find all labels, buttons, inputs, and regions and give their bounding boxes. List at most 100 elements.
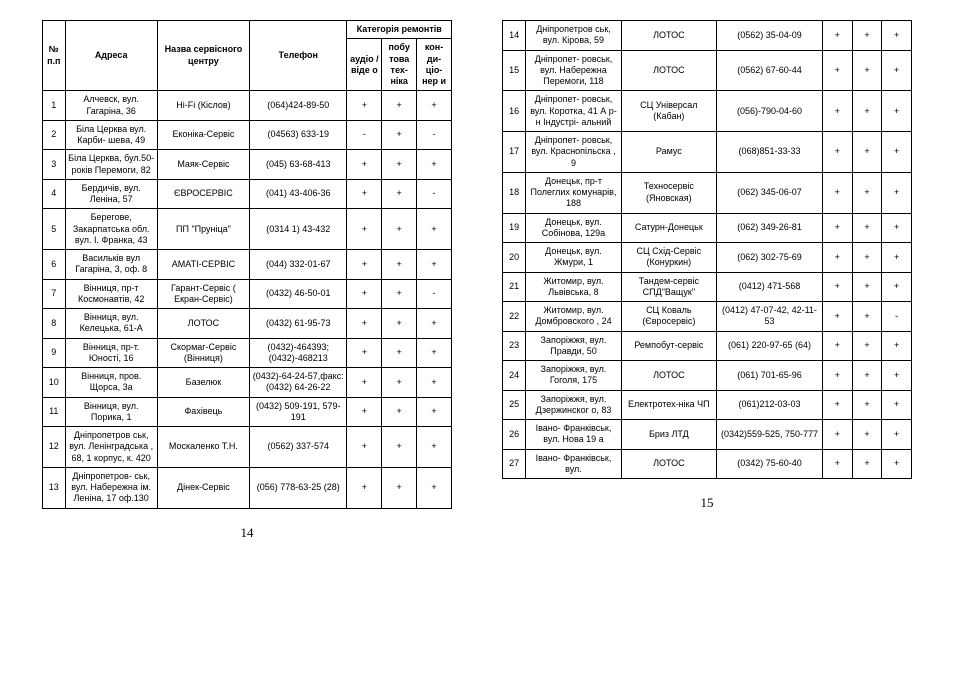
table-cell: (068)851-33-33 — [717, 132, 823, 173]
table-cell: - — [347, 120, 382, 150]
table-cell: + — [347, 250, 382, 280]
table-cell: + — [822, 132, 852, 173]
table-cell: + — [882, 91, 912, 132]
table-cell: + — [882, 50, 912, 91]
table-cell: + — [852, 50, 882, 91]
table-cell: Біла Церква, бул.50- років Перемоги, 82 — [65, 150, 157, 180]
table-cell: 21 — [503, 272, 526, 302]
table-cell: + — [852, 272, 882, 302]
table-row: 25Запоріжжя, вул. Дзержинског о, 83Елект… — [503, 390, 912, 420]
table-cell: ЛОТОС — [157, 309, 249, 339]
table-cell: ЛОТОС — [621, 50, 716, 91]
table-cell: Запоріжжя, вул. Правди, 50 — [526, 331, 621, 361]
table-cell: + — [347, 150, 382, 180]
table-cell: (041) 43-406-36 — [250, 179, 347, 209]
table-cell: + — [882, 132, 912, 173]
table-row: 27Івано- Франківськ, вул.ЛОТОС(0342) 75-… — [503, 449, 912, 479]
table-cell: + — [882, 390, 912, 420]
table-cell: (056) 778-63-25 (28) — [250, 467, 347, 508]
table-cell: Тандем-сервіс СПД"Ващук" — [621, 272, 716, 302]
table-cell: Маяк-Сервіс — [157, 150, 249, 180]
table-cell: (0562) 67-60-44 — [717, 50, 823, 91]
table-cell: + — [882, 21, 912, 51]
table-cell: 26 — [503, 420, 526, 450]
header-cat1: аудіо / віде о — [347, 39, 382, 91]
table-row: 26Івано- Франківськ, вул. Нова 19 аБриз … — [503, 420, 912, 450]
table-cell: (0432) 61-95-73 — [250, 309, 347, 339]
table-cell: + — [347, 368, 382, 398]
table-cell: Житомир, вул. Домбровского , 24 — [526, 302, 621, 332]
table-cell: + — [382, 150, 417, 180]
table-cell: + — [822, 331, 852, 361]
header-addr: Адреса — [65, 21, 157, 91]
table-row: 19Донецьк, вул. Собінова, 129аСатурн-Дон… — [503, 213, 912, 243]
table-cell: + — [882, 449, 912, 479]
table-cell: Запоріжжя, вул. Дзержинског о, 83 — [526, 390, 621, 420]
table-cell: + — [382, 368, 417, 398]
table-cell: + — [382, 179, 417, 209]
table-cell: Житомир, вул. Львівська, 8 — [526, 272, 621, 302]
table-cell: + — [382, 338, 417, 368]
table-cell: + — [852, 390, 882, 420]
table-row: 10Вінниця, пров. Щорса, 3аБазелюк(0432)-… — [43, 368, 452, 398]
table-cell: + — [382, 427, 417, 468]
table-row: 15Дніпропет- ровськ, вул. Набережна Пере… — [503, 50, 912, 91]
table-cell: 25 — [503, 390, 526, 420]
table-row: 7Вінниця, пр-т Космонавтів, 42Гарант-Сер… — [43, 279, 452, 309]
table-cell: 3 — [43, 150, 66, 180]
table-cell: АМАТІ-СЕРВІС — [157, 250, 249, 280]
table-cell: 10 — [43, 368, 66, 398]
table-cell: Запоріжжя, вул. Гоголя, 175 — [526, 361, 621, 391]
table-cell: Вінниця, вул. Келецька, 61-А — [65, 309, 157, 339]
table-cell: 12 — [43, 427, 66, 468]
table-cell: (0562) 35-04-09 — [717, 21, 823, 51]
table-cell: СЦ Схід-Сервіс (Конуркин) — [621, 243, 716, 273]
table-cell: + — [417, 368, 452, 398]
table-cell: Дніпропет- ровськ, вул. Набережна Перемо… — [526, 50, 621, 91]
table-cell: Дніпропетров ськ, вул. Кірова, 59 — [526, 21, 621, 51]
page-number-right: 15 — [502, 495, 912, 511]
header-catgroup: Категорія ремонтів — [347, 21, 452, 39]
table-cell: (04563) 633-19 — [250, 120, 347, 150]
table-cell: + — [382, 467, 417, 508]
table-cell: Техносервіс (Яновская) — [621, 172, 716, 213]
table-cell: + — [882, 213, 912, 243]
table-cell: + — [347, 467, 382, 508]
table-cell: + — [347, 338, 382, 368]
table-cell: Електротех-ніка ЧП — [621, 390, 716, 420]
table-row: 2Біла Церква вул. Карби- шева, 49Еконіка… — [43, 120, 452, 150]
table-cell: ЛОТОС — [621, 449, 716, 479]
table-cell: + — [347, 279, 382, 309]
table-cell: Hi-Fi (Кіслов) — [157, 91, 249, 121]
table-cell: + — [417, 427, 452, 468]
header-cat3: кон- ди- ціо- нер и — [417, 39, 452, 91]
service-table-right: 14Дніпропетров ськ, вул. Кірова, 59ЛОТОС… — [502, 20, 912, 479]
table-cell: Вінниця, вул. Порика, 1 — [65, 397, 157, 427]
table-cell: (062) 349-26-81 — [717, 213, 823, 243]
table-cell: 5 — [43, 209, 66, 250]
table-cell: + — [347, 91, 382, 121]
table-cell: + — [822, 272, 852, 302]
table-cell: 19 — [503, 213, 526, 243]
table-row: 9Вінниця, пр-т. Юності, 16Скормаг-Сервіс… — [43, 338, 452, 368]
table-cell: + — [822, 449, 852, 479]
table-cell: 14 — [503, 21, 526, 51]
table-cell: Москаленко Т.Н. — [157, 427, 249, 468]
table-row: 23Запоріжжя, вул. Правди, 50Ремпобут-сер… — [503, 331, 912, 361]
table-row: 14Дніпропетров ськ, вул. Кірова, 59ЛОТОС… — [503, 21, 912, 51]
table-cell: + — [852, 420, 882, 450]
table-cell: + — [852, 132, 882, 173]
table-row: 13Дніпропетров- ськ, вул. Набережна ім. … — [43, 467, 452, 508]
table-cell: 13 — [43, 467, 66, 508]
table-cell: + — [852, 172, 882, 213]
table-cell: 27 — [503, 449, 526, 479]
table-cell: 9 — [43, 338, 66, 368]
table-cell: Сатурн-Донецьк — [621, 213, 716, 243]
table-cell: - — [882, 302, 912, 332]
table-cell: Алчевск, вул. Гагаріна, 36 — [65, 91, 157, 121]
table-cell: Рамус — [621, 132, 716, 173]
table-cell: Бердичів, вул. Леніна, 57 — [65, 179, 157, 209]
table-cell: СЦ Універсал (Кабан) — [621, 91, 716, 132]
table-cell: 23 — [503, 331, 526, 361]
table-cell: + — [417, 250, 452, 280]
